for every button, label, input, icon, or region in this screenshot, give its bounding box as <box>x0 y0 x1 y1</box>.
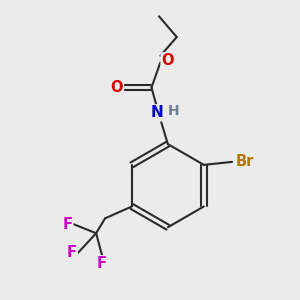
Text: F: F <box>67 245 77 260</box>
Text: O: O <box>110 80 123 95</box>
Text: H: H <box>168 104 180 118</box>
Text: O: O <box>162 53 174 68</box>
Text: F: F <box>97 256 107 271</box>
Text: F: F <box>62 217 72 232</box>
Text: Br: Br <box>236 154 254 169</box>
Text: N: N <box>150 105 163 120</box>
